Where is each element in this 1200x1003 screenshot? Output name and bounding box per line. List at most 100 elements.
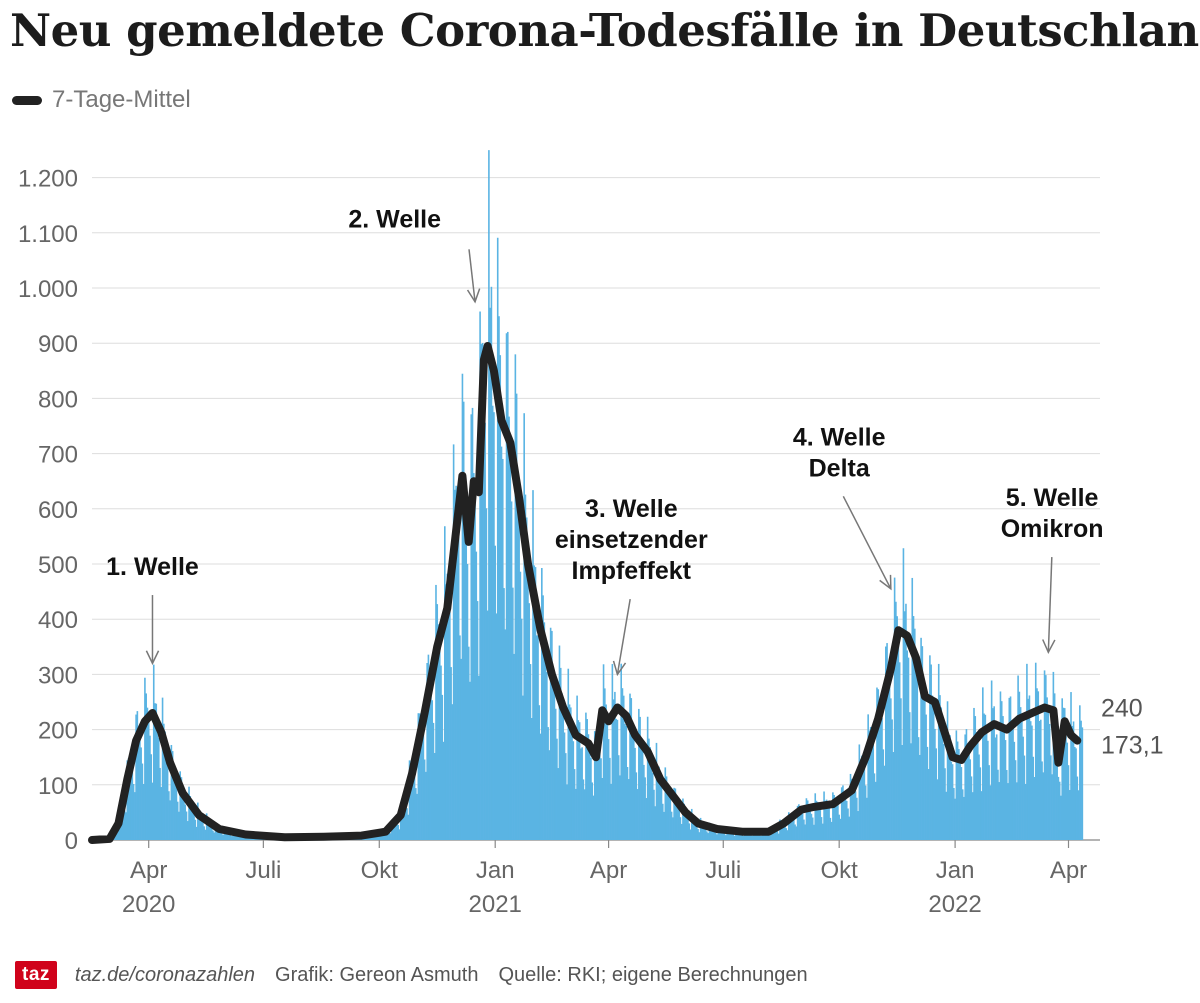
daily-bar bbox=[155, 703, 158, 840]
daily-bar bbox=[650, 761, 653, 840]
daily-bar bbox=[480, 344, 483, 840]
source-url[interactable]: taz.de/coronazahlen bbox=[74, 963, 256, 986]
daily-bar bbox=[184, 804, 187, 840]
daily-bar bbox=[988, 765, 990, 840]
daily-bar bbox=[819, 810, 822, 840]
daily-bar bbox=[775, 829, 777, 840]
taz-logo[interactable]: taz bbox=[15, 961, 57, 989]
daily-bar bbox=[828, 807, 830, 840]
daily-bar bbox=[976, 735, 979, 840]
daily-bar bbox=[1002, 716, 1004, 840]
daily-bar bbox=[449, 611, 451, 840]
daily-bar bbox=[551, 630, 553, 840]
daily-bar bbox=[740, 832, 742, 840]
daily-bar bbox=[871, 747, 873, 840]
daily-bar bbox=[654, 806, 657, 840]
daily-bar bbox=[494, 545, 496, 840]
daily-bar bbox=[968, 747, 970, 840]
daily-bar bbox=[462, 401, 465, 840]
daily-bar bbox=[491, 405, 494, 840]
annotation-arrow bbox=[1047, 557, 1053, 653]
daily-bar bbox=[527, 571, 529, 840]
daily-bar bbox=[537, 635, 539, 840]
daily-bar bbox=[610, 783, 612, 840]
daily-bar bbox=[535, 635, 538, 840]
daily-bar bbox=[126, 760, 129, 840]
daily-bar bbox=[643, 764, 645, 840]
daily-bar bbox=[973, 707, 975, 840]
graphic-credit: Grafik: Gereon Asmuth bbox=[275, 963, 479, 986]
daily-bar bbox=[782, 824, 785, 840]
daily-bar bbox=[882, 749, 885, 840]
daily-bar bbox=[709, 824, 712, 840]
daily-bar bbox=[558, 645, 561, 840]
daily-bar bbox=[827, 808, 829, 840]
legend-label: 7-Tage-Mittel bbox=[52, 86, 191, 113]
daily-bar bbox=[989, 785, 992, 840]
daily-bar bbox=[562, 706, 565, 840]
daily-bar bbox=[800, 809, 803, 840]
daily-bar bbox=[1075, 748, 1077, 840]
daily-bar bbox=[948, 734, 950, 840]
daily-bar bbox=[171, 751, 174, 840]
daily-bar bbox=[693, 817, 696, 840]
daily-bar bbox=[493, 412, 495, 840]
daily-bar bbox=[764, 831, 766, 840]
x-tick-label: Apr bbox=[590, 857, 627, 884]
daily-bar bbox=[896, 616, 898, 840]
daily-bar bbox=[842, 785, 844, 840]
daily-bar bbox=[552, 673, 554, 840]
daily-bar bbox=[684, 810, 687, 840]
daily-bar bbox=[839, 818, 842, 840]
daily-bar bbox=[174, 775, 176, 840]
daily-bar bbox=[1037, 691, 1040, 840]
x-tick-label: Juli bbox=[245, 857, 281, 884]
daily-bar bbox=[202, 819, 204, 840]
daily-bar bbox=[937, 663, 940, 840]
daily-bar bbox=[706, 831, 708, 840]
daily-bar bbox=[137, 733, 140, 840]
daily-bar bbox=[195, 826, 198, 840]
daily-bar bbox=[472, 473, 475, 840]
annotation-arrow bbox=[468, 249, 476, 302]
y-axis-labels: 0 100 200 300 400 500 600 700 800 900 1.000 1.100 1.… bbox=[18, 166, 78, 855]
daily-bar bbox=[596, 747, 599, 840]
daily-bar bbox=[617, 755, 620, 840]
daily-bar bbox=[701, 822, 703, 840]
daily-bar bbox=[857, 811, 859, 840]
annotation: 1. Welle bbox=[106, 553, 199, 666]
daily-bar bbox=[622, 695, 625, 840]
daily-bar bbox=[601, 777, 604, 840]
y-tick-label: 300 bbox=[38, 662, 78, 689]
daily-bar bbox=[602, 664, 605, 840]
annotation-arrowhead bbox=[1042, 639, 1056, 655]
daily-bar bbox=[566, 784, 568, 840]
daily-bar bbox=[687, 819, 689, 840]
daily-bar bbox=[641, 743, 644, 840]
daily-bar bbox=[140, 747, 142, 840]
daily-bar bbox=[557, 768, 559, 840]
seven-day-average-path bbox=[88, 342, 1082, 844]
daily-bar bbox=[503, 588, 505, 840]
daily-bar bbox=[489, 307, 491, 841]
daily-bar bbox=[919, 754, 921, 840]
daily-bar bbox=[524, 494, 527, 840]
daily-bar bbox=[719, 829, 722, 840]
daily-bar bbox=[446, 573, 449, 840]
daily-bar bbox=[966, 746, 969, 840]
daily-bar bbox=[170, 744, 173, 840]
daily-bar bbox=[645, 798, 648, 840]
daily-bar bbox=[961, 789, 964, 840]
daily-bar bbox=[523, 413, 525, 840]
daily-bar bbox=[587, 734, 590, 840]
daily-bar bbox=[194, 819, 197, 840]
daily-bar bbox=[1061, 698, 1063, 840]
daily-bar bbox=[796, 805, 799, 840]
daily-bar bbox=[592, 795, 595, 840]
daily-bar bbox=[935, 748, 937, 840]
daily-bar bbox=[832, 792, 834, 840]
x-year-label: 2020 bbox=[122, 891, 175, 918]
daily-bar bbox=[422, 731, 425, 840]
daily-bar bbox=[402, 801, 405, 840]
daily-bar bbox=[605, 704, 607, 840]
